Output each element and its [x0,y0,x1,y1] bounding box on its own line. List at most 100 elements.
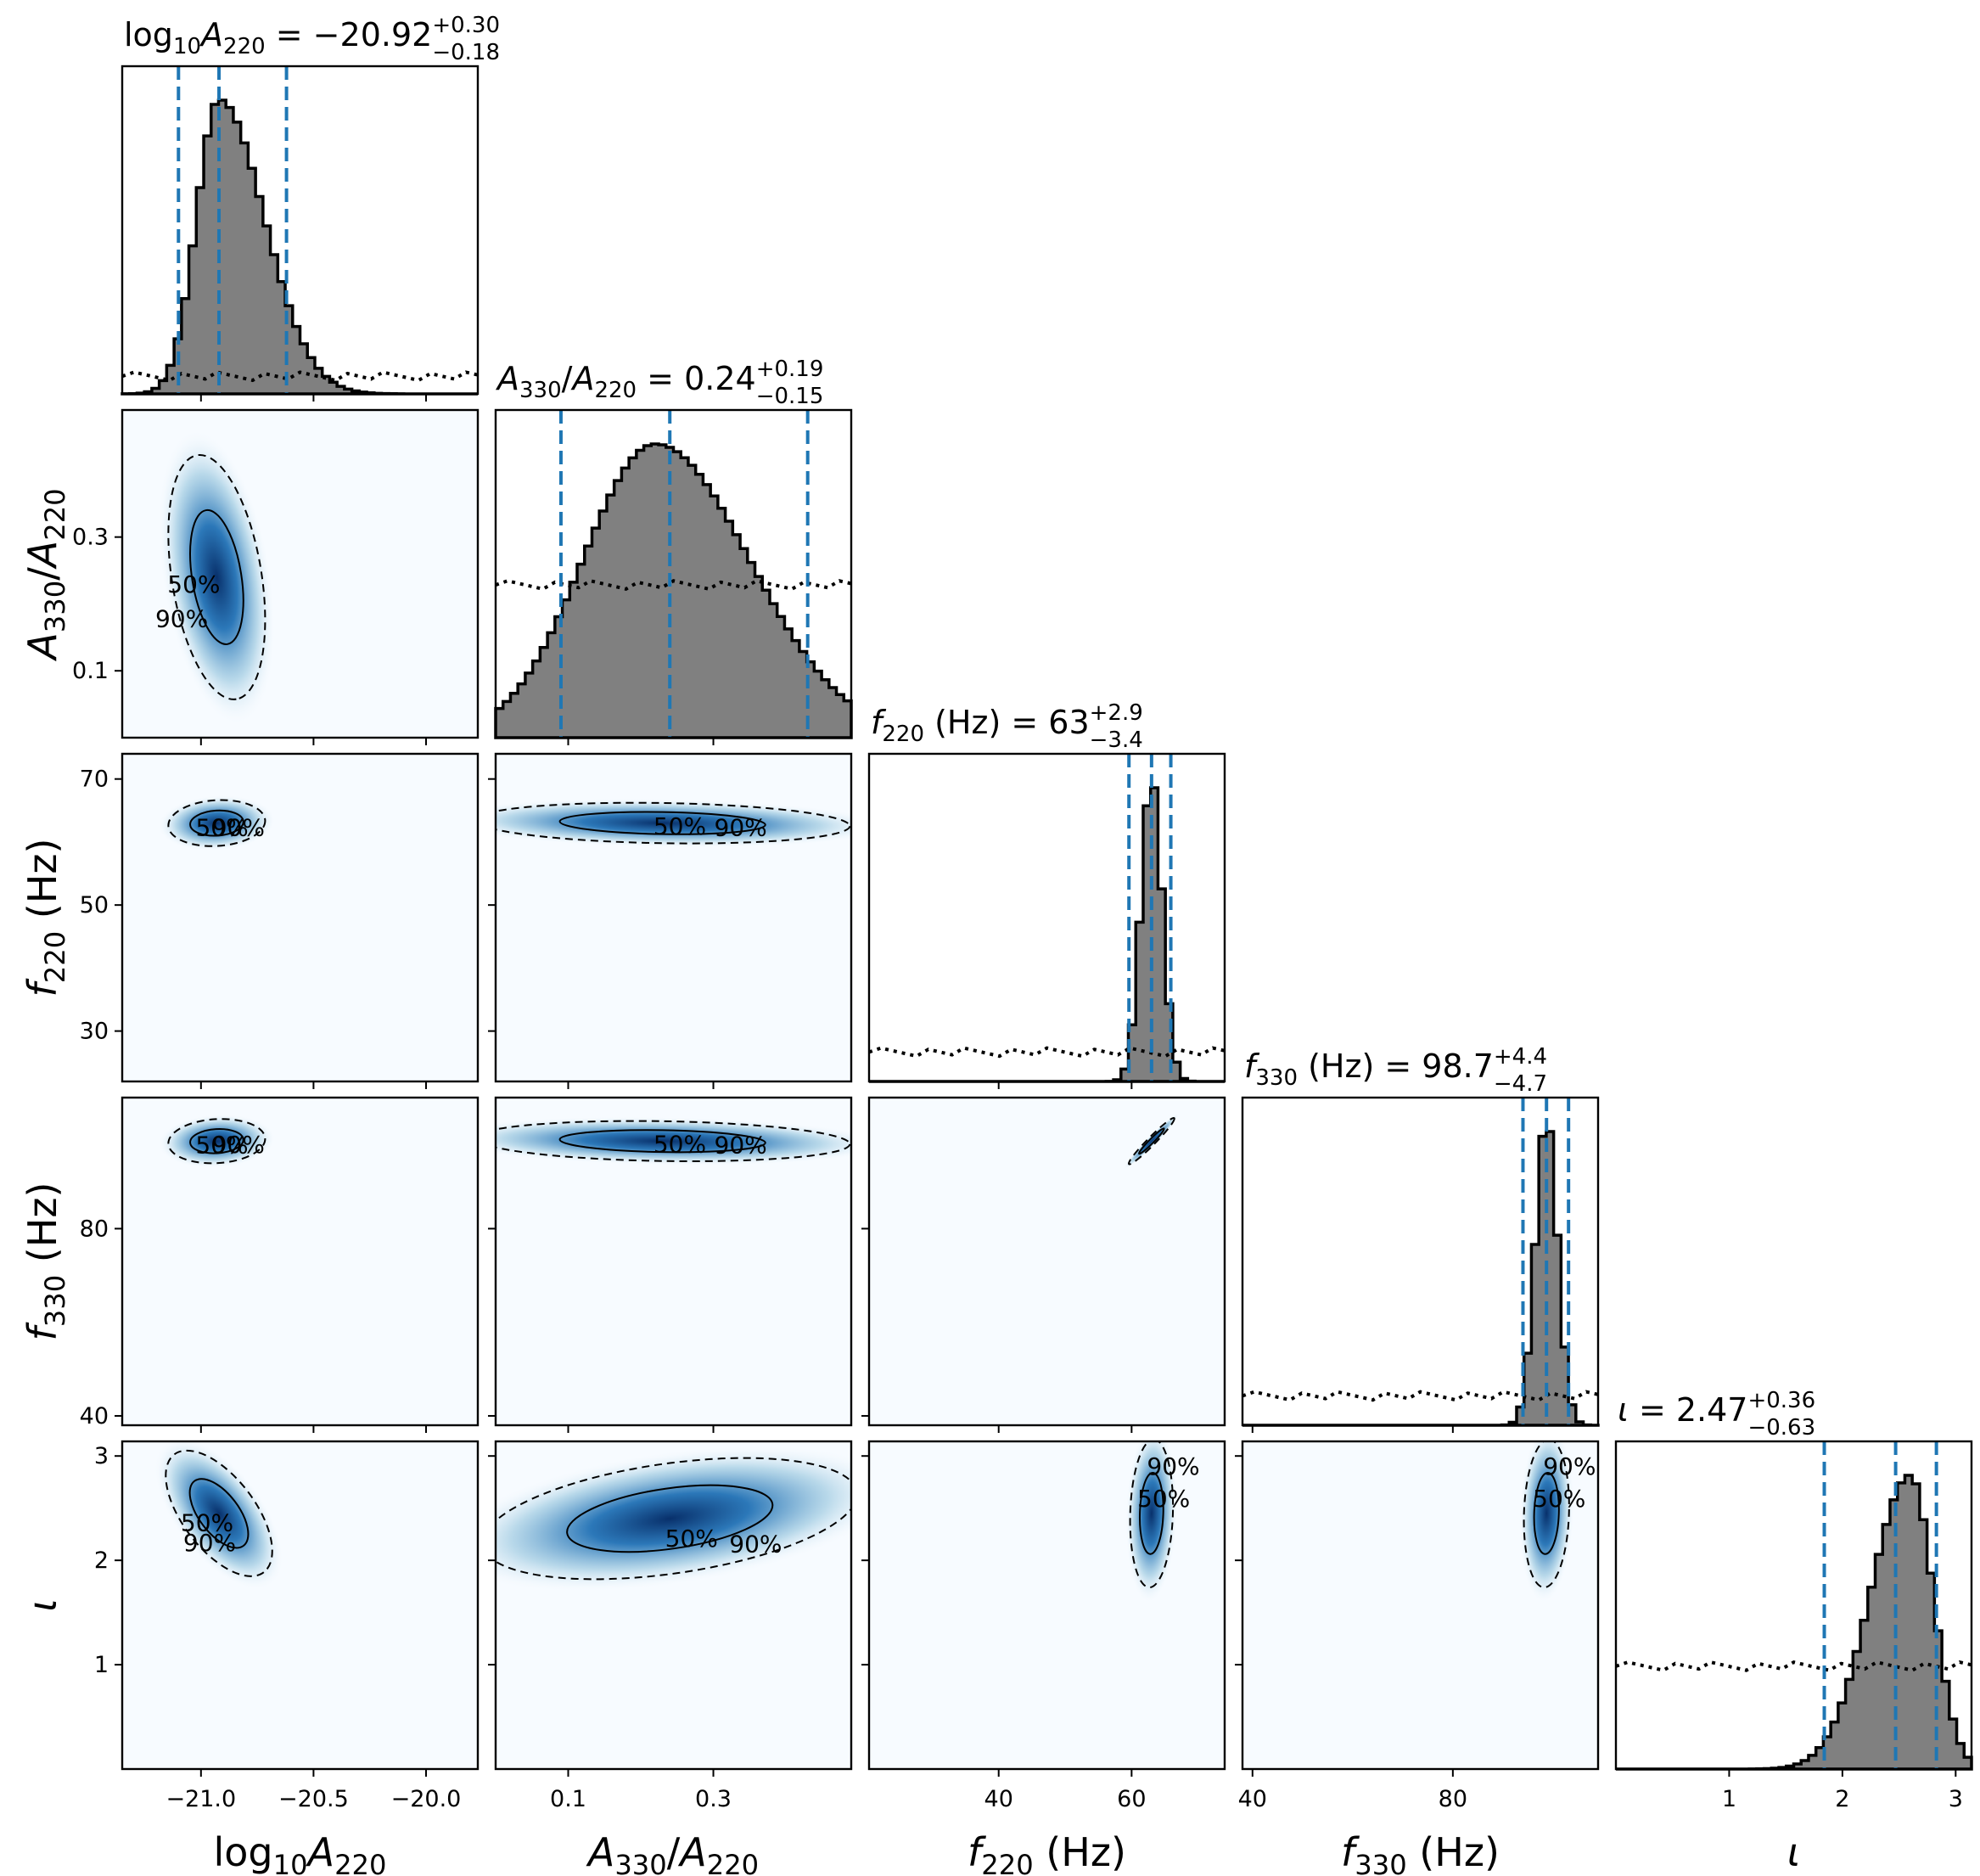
prior-histogram [121,370,479,383]
posterior-histogram [494,442,853,739]
density-background [869,1098,1225,1425]
y-axis-label: A330/A220 [20,488,71,661]
density-blob [158,1114,276,1168]
contour-label-90: 90% [212,813,265,841]
density-panel-frame [867,1440,1226,1771]
contour-50 [1138,1471,1164,1555]
y-tick-label: 0.3 [72,525,109,551]
diagonal-panel-frame [1614,1440,1973,1771]
x-tick-label: 3 [1949,1786,1963,1812]
y-tick-label: 3 [94,1443,109,1469]
density-blob [1124,1113,1180,1170]
contour-label-90: 90% [1147,1452,1199,1480]
x-axis-label: ι [1787,1829,1801,1875]
contour-50 [189,809,244,837]
density-group: 50%90% [1518,1441,1596,1604]
y-tick-label: 1 [94,1652,109,1678]
contour-90 [496,801,851,845]
contour-label-50: 50% [181,1509,233,1537]
contour-label-50: 50% [1137,1485,1190,1513]
x-tick-label: 40 [1238,1786,1267,1812]
posterior-histogram [121,98,478,396]
contour-50 [558,811,766,835]
density-group: 50% 90% [496,798,851,848]
panel-title: log10A220 = −20.92+0.30 −0.18 [124,13,500,65]
contour-90 [496,1120,851,1162]
density-group: 50%90% [155,429,276,726]
density-blob [496,798,851,848]
density-panel-frame [121,408,480,739]
y-axis-label: f220 (Hz) [20,839,71,997]
contour-label-50: 50% [167,570,220,598]
y-tick-label: 50 [80,892,109,918]
panel-layer: 50%90%50%90% 50% 90%50%90% 50% 90%50%90% 50% 9… [115,65,1973,1777]
contour-label-90: 90% [212,1131,265,1159]
contour-50 [566,1484,774,1553]
y-tick-label: 30 [80,1019,109,1045]
contour-label-90: 90% [1543,1452,1596,1480]
panel-title: f330 (Hz) = 98.7+4.4 −4.7 [1244,1044,1547,1097]
x-tick-label: 0.3 [695,1786,732,1812]
prior-histogram [495,579,852,592]
contour-label-50: 50% [1533,1485,1585,1513]
contour-label-90: 90% [715,1132,767,1160]
contour-50 [1533,1471,1560,1555]
density-panel-frame [494,1440,853,1771]
contour-90 [496,1457,851,1581]
density-blob [154,1441,283,1590]
density-panel-frame [494,1096,853,1427]
prior-histogram [1615,1660,1972,1672]
y-axis-label: ι [20,1598,65,1612]
contour-90 [167,799,266,847]
contour-50 [189,1127,244,1154]
y-tick-label: 70 [80,767,109,793]
density-blob [158,429,276,726]
contour-label-90: 90% [729,1531,782,1559]
diagonal-panel-frame [494,408,853,739]
x-axis-label: A330/A220 [586,1829,759,1876]
density-group: 50%90% [154,1441,283,1590]
y-tick-label: 2 [94,1547,109,1574]
x-tick-label: 60 [1117,1786,1146,1812]
y-tick-label: 0.1 [72,658,109,684]
density-group: 50%90% [496,1116,851,1165]
density-panel-frame [121,1096,480,1427]
label-layer: log10A220 = −20.92+0.30 −0.18 A330/A220 = … [20,13,1963,1876]
contour-90 [167,1118,266,1165]
contour-label-90: 90% [155,604,208,632]
x-tick-label: 80 [1439,1786,1467,1812]
diagonal-panel-frame [121,65,480,396]
y-tick-label: 80 [80,1216,109,1242]
contour-50 [189,508,244,645]
x-tick-label: −21.0 [165,1786,236,1812]
x-tick-label: 2 [1835,1786,1849,1812]
panel-title: f220 (Hz) = 63+2.9 −3.4 [871,700,1143,753]
diagonal-panel-frame [867,752,1226,1083]
density-group: 50%90% [158,1114,276,1168]
x-tick-label: −20.5 [278,1786,349,1812]
density-group: 50%90% [1125,1441,1200,1604]
contour-label-50: 50% [195,1131,248,1159]
density-blob [1518,1441,1574,1604]
y-tick-label: 40 [80,1403,109,1429]
density-panel-frame [494,752,853,1083]
density-blob [158,795,276,851]
density-background [122,754,478,1081]
contour-label-90: 90% [715,813,767,841]
contour-label-50: 50% [653,812,706,840]
x-axis-label: log10A220 [214,1829,387,1876]
posterior-histogram [1242,1130,1600,1427]
prior-histogram [1242,1390,1599,1402]
panel-title: A330/A220 = 0.24+0.19 −0.15 [495,357,823,409]
contour-50 [188,1478,250,1549]
density-blob [496,1445,851,1592]
contour-50 [558,1129,766,1154]
diagonal-panel-frame [1241,1096,1600,1427]
density-blob [496,1116,851,1165]
contour-label-50: 50% [665,1525,718,1553]
contour-90 [1127,1117,1175,1165]
x-tick-label: 40 [984,1786,1013,1812]
x-axis-label: f220 (Hz) [968,1829,1126,1876]
contour-label-90: 90% [183,1529,236,1557]
